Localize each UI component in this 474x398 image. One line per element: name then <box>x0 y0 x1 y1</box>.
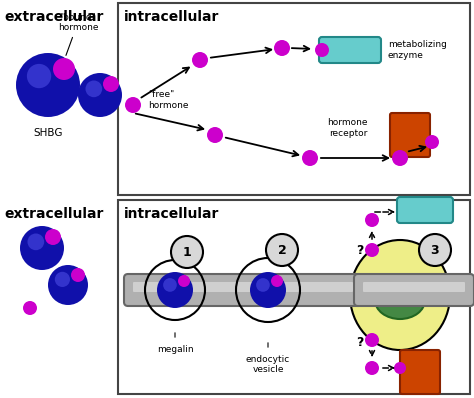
Circle shape <box>271 275 283 287</box>
Circle shape <box>419 234 451 266</box>
Circle shape <box>365 361 379 375</box>
Bar <box>118 3 470 195</box>
Text: 3: 3 <box>431 244 439 256</box>
Circle shape <box>365 213 379 227</box>
Circle shape <box>27 234 44 250</box>
FancyBboxPatch shape <box>363 282 465 292</box>
Circle shape <box>365 333 379 347</box>
Circle shape <box>250 272 286 308</box>
Text: metabolizing
enzyme: metabolizing enzyme <box>388 40 447 60</box>
Text: hormone
receptor: hormone receptor <box>328 118 368 138</box>
Ellipse shape <box>350 240 450 350</box>
Circle shape <box>157 272 193 308</box>
Text: 2: 2 <box>278 244 286 256</box>
Circle shape <box>103 76 119 92</box>
Circle shape <box>78 73 122 117</box>
Circle shape <box>20 226 64 270</box>
Bar <box>118 200 470 394</box>
Circle shape <box>71 268 85 282</box>
Text: megalin: megalin <box>157 345 193 354</box>
Text: 1: 1 <box>182 246 191 258</box>
FancyBboxPatch shape <box>354 274 474 306</box>
Circle shape <box>163 278 177 292</box>
Circle shape <box>85 80 102 97</box>
Text: extracellular: extracellular <box>4 10 103 24</box>
Text: SHBG: SHBG <box>33 128 63 138</box>
FancyBboxPatch shape <box>133 282 353 292</box>
Circle shape <box>171 236 203 268</box>
Circle shape <box>266 234 298 266</box>
Circle shape <box>274 40 290 56</box>
FancyBboxPatch shape <box>390 113 430 157</box>
Circle shape <box>302 150 318 166</box>
Text: "free"
hormone: "free" hormone <box>148 90 189 110</box>
Circle shape <box>315 43 329 57</box>
Circle shape <box>207 127 223 143</box>
Text: intracellular: intracellular <box>124 207 219 221</box>
FancyBboxPatch shape <box>319 37 381 63</box>
Circle shape <box>23 301 37 315</box>
Text: ?: ? <box>356 336 364 349</box>
FancyBboxPatch shape <box>400 350 440 394</box>
Circle shape <box>55 272 70 287</box>
Text: endocytic
vesicle: endocytic vesicle <box>246 355 290 375</box>
FancyBboxPatch shape <box>124 274 362 306</box>
Circle shape <box>425 135 439 149</box>
Ellipse shape <box>375 281 425 319</box>
Circle shape <box>394 362 406 374</box>
Circle shape <box>178 275 190 287</box>
Text: "bound"
hormone: "bound" hormone <box>58 13 98 55</box>
Circle shape <box>365 243 379 257</box>
Circle shape <box>392 150 408 166</box>
Circle shape <box>256 278 270 292</box>
Circle shape <box>192 52 208 68</box>
Circle shape <box>53 58 75 80</box>
FancyBboxPatch shape <box>397 197 453 223</box>
Circle shape <box>27 64 51 88</box>
Circle shape <box>16 53 80 117</box>
Text: ?: ? <box>356 244 364 256</box>
Text: intracellular: intracellular <box>124 10 219 24</box>
Circle shape <box>45 229 61 245</box>
Circle shape <box>125 97 141 113</box>
Circle shape <box>48 265 88 305</box>
Text: extracellular: extracellular <box>4 207 103 221</box>
